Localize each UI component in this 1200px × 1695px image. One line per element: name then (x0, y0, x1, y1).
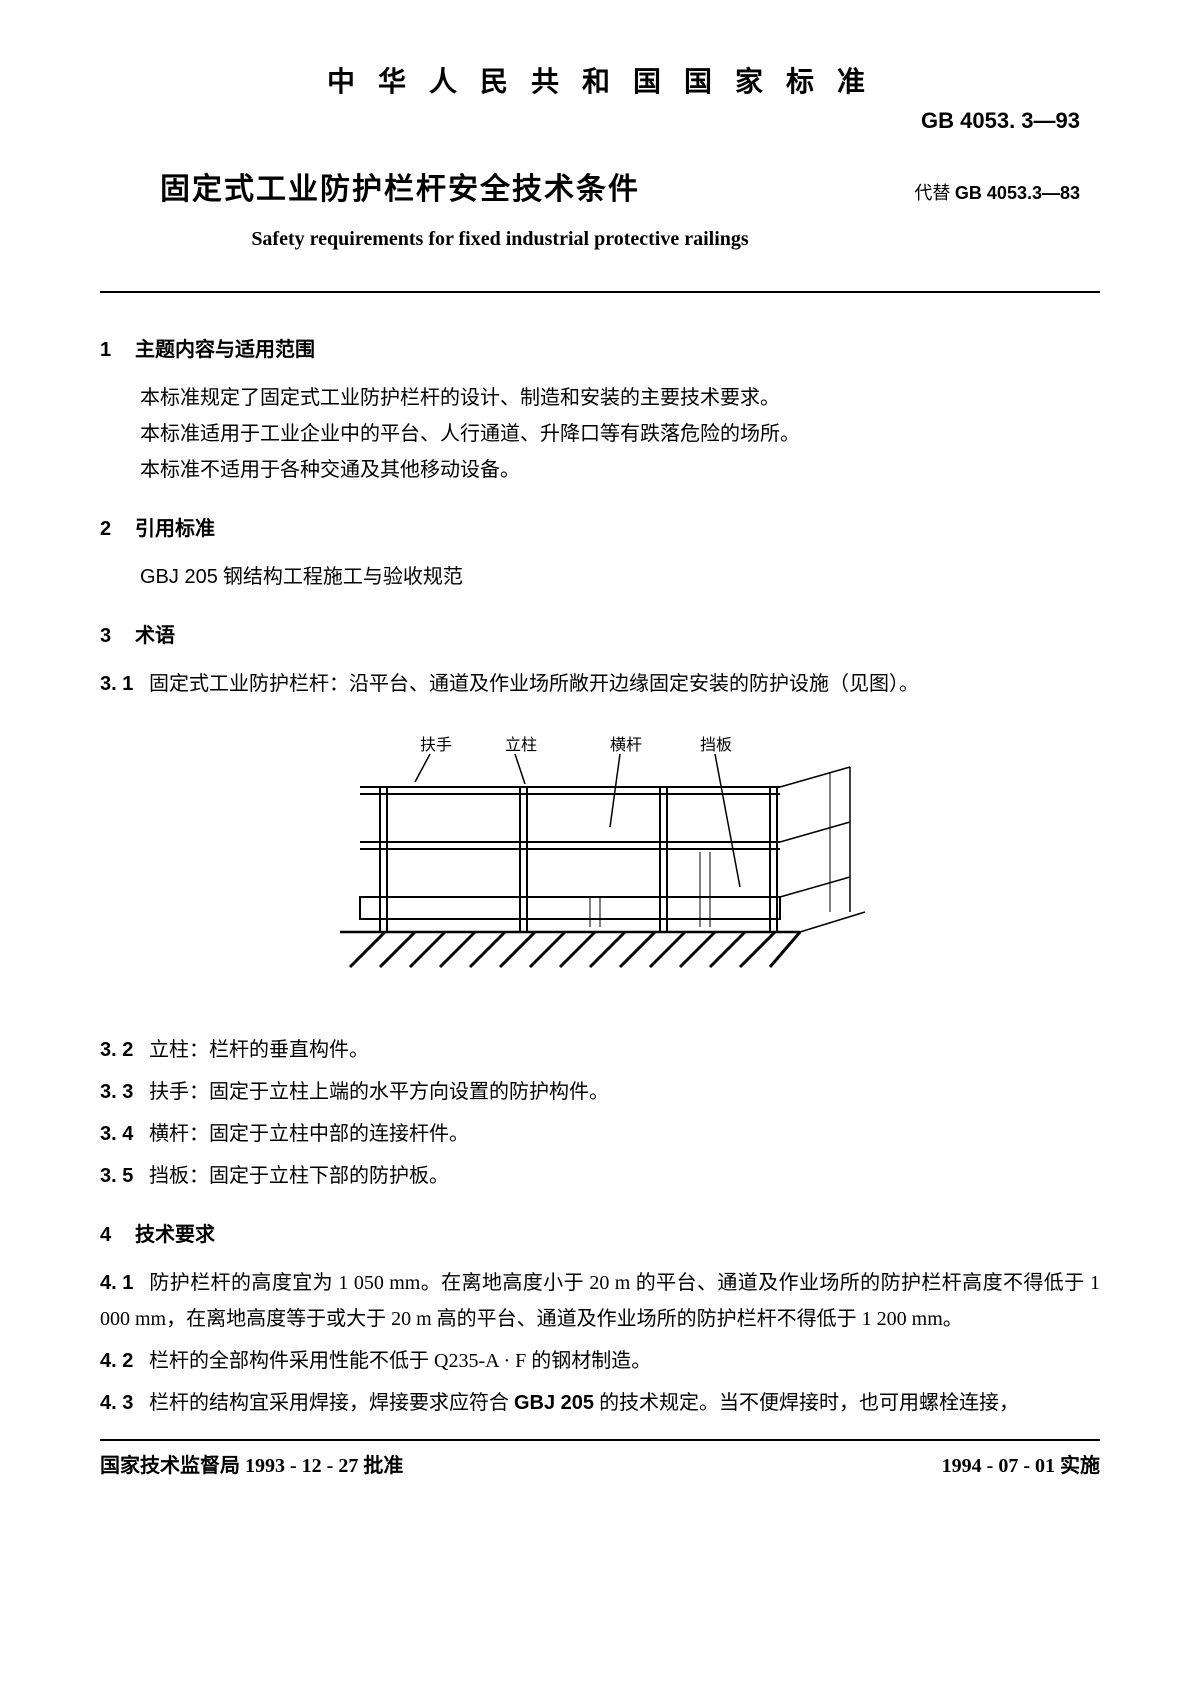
s1-p2: 本标准适用于工业企业中的平台、人行通道、升降口等有跌落危险的场所。 (140, 416, 1100, 452)
footer-effective: 1994 - 07 - 01 实施 (942, 1449, 1100, 1478)
section-3-head: 3 术语 (100, 619, 1100, 648)
clause-3-2: 3. 2 立柱：栏杆的垂直构件。 (100, 1032, 1100, 1068)
footer-row: 国家技术监督局 1993 - 12 - 27 批准 1994 - 07 - 01… (100, 1449, 1100, 1478)
title-row: 固定式工业防护栏杆安全技术条件 代替 GB 4053.3—83 (100, 164, 1100, 208)
footer-divider (100, 1439, 1100, 1441)
s1-p3: 本标准不适用于各种交通及其他移动设备。 (140, 452, 1100, 488)
section-3-title: 术语 (135, 625, 175, 647)
s1-p1: 本标准规定了固定式工业防护栏杆的设计、制造和安装的主要技术要求。 (140, 380, 1100, 416)
replaces-code: GB 4053.3—83 (955, 183, 1080, 203)
s2-ref: GBJ 205 钢结构工程施工与验收规范 (140, 559, 1100, 595)
label-handrail: 扶手 (420, 736, 452, 754)
section-2-head: 2 引用标准 (100, 512, 1100, 541)
section-4-title: 技术要求 (135, 1224, 215, 1246)
clause-4-2-num: 4. 2 (100, 1343, 144, 1379)
footer-approved: 国家技术监督局 1993 - 12 - 27 批准 (100, 1449, 403, 1478)
section-4-head: 4 技术要求 (100, 1218, 1100, 1247)
replaces-note: 代替 GB 4053.3—83 (914, 179, 1100, 205)
clause-3-1-text: 固定式工业防护栏杆：沿平台、通道及作业场所敞开边缘固定安装的防护设施（见图）。 (144, 673, 919, 695)
label-midrail: 横杆 (610, 736, 642, 754)
label-toeboard: 挡板 (700, 736, 732, 754)
clause-4-3-code: GBJ 205 (514, 1392, 594, 1414)
clause-3-4-text: 横杆：固定于立柱中部的连接杆件。 (144, 1123, 469, 1145)
clause-3-2-num: 3. 2 (100, 1032, 144, 1068)
clause-3-3-text: 扶手：固定于立柱上端的水平方向设置的防护构件。 (144, 1081, 609, 1103)
clause-4-1-num: 4. 1 (100, 1265, 144, 1301)
clause-4-1: 4. 1 防护栏杆的高度宜为 1 050 mm。在离地高度小于 20 m 的平台… (100, 1265, 1100, 1337)
clause-3-4: 3. 4 横杆：固定于立柱中部的连接杆件。 (100, 1116, 1100, 1152)
clause-3-5: 3. 5 挡板：固定于立柱下部的防护板。 (100, 1158, 1100, 1194)
clause-3-3-num: 3. 3 (100, 1074, 144, 1110)
clause-3-4-num: 3. 4 (100, 1116, 144, 1152)
header-divider (100, 291, 1100, 293)
section-3-num: 3 (100, 625, 130, 648)
section-2-num: 2 (100, 518, 130, 541)
section-1-title: 主题内容与适用范围 (135, 339, 315, 361)
clause-3-1: 3. 1 固定式工业防护栏杆：沿平台、通道及作业场所敞开边缘固定安装的防护设施（… (100, 666, 1100, 702)
standard-code: GB 4053. 3—93 (100, 108, 1100, 134)
clause-3-5-text: 挡板：固定于立柱下部的防护板。 (144, 1165, 449, 1187)
section-2-title: 引用标准 (135, 518, 215, 540)
clause-4-1-text: 防护栏杆的高度宜为 1 050 mm。在离地高度小于 20 m 的平台、通道及作… (100, 1272, 1100, 1330)
clause-3-2-text: 立柱：栏杆的垂直构件。 (144, 1039, 369, 1061)
clause-3-1-num: 3. 1 (100, 666, 144, 702)
english-title: Safety requirements for fixed industrial… (0, 228, 1100, 251)
clause-4-3: 4. 3 栏杆的结构宜采用焊接，焊接要求应符合 GBJ 205 的技术规定。当不… (100, 1385, 1100, 1421)
clause-4-3-text-b: 的技术规定。当不便焊接时，也可用螺栓连接， (594, 1392, 1019, 1414)
clause-4-3-num: 4. 3 (100, 1385, 144, 1421)
railing-diagram: 扶手 立柱 横杆 挡板 (320, 732, 880, 1002)
label-post: 立柱 (505, 736, 537, 754)
replaces-prefix: 代替 (914, 183, 955, 203)
clause-4-3-text-a: 栏杆的结构宜采用焊接，焊接要求应符合 (144, 1392, 514, 1414)
clause-3-3: 3. 3 扶手：固定于立柱上端的水平方向设置的防护构件。 (100, 1074, 1100, 1110)
main-title: 固定式工业防护栏杆安全技术条件 (160, 164, 640, 208)
clause-4-2: 4. 2 栏杆的全部构件采用性能不低于 Q235-A · F 的钢材制造。 (100, 1343, 1100, 1379)
section-1-num: 1 (100, 339, 130, 362)
s2-ref-title: 钢结构工程施工与验收规范 (218, 566, 463, 588)
clause-4-2-text: 栏杆的全部构件采用性能不低于 Q235-A · F 的钢材制造。 (144, 1350, 651, 1372)
clause-3-5-num: 3. 5 (100, 1158, 144, 1194)
s2-ref-code: GBJ 205 (140, 566, 218, 588)
country-title: 中 华 人 民 共 和 国 国 家 标 准 (100, 60, 1100, 100)
section-1-head: 1 主题内容与适用范围 (100, 333, 1100, 362)
section-4-num: 4 (100, 1224, 130, 1247)
